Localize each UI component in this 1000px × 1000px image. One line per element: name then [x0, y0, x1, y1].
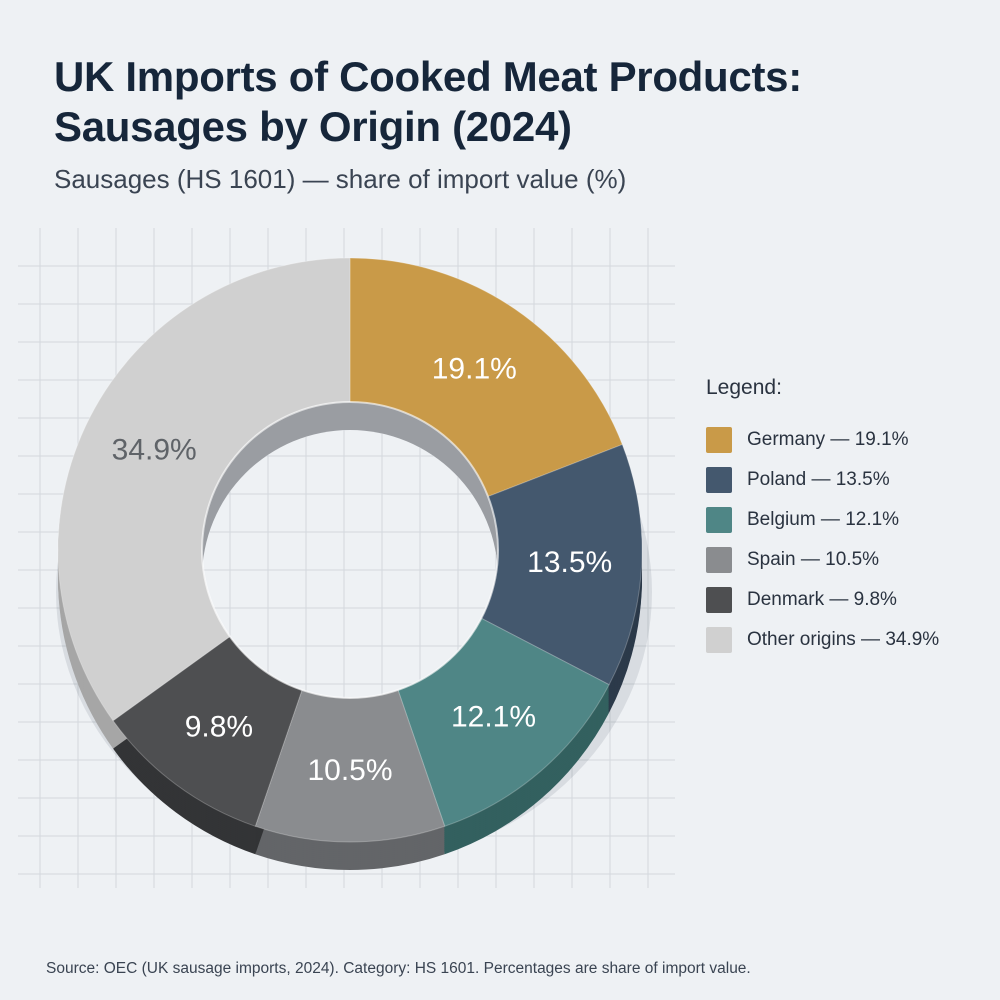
slice-label-belgium: 12.1% — [451, 701, 536, 734]
chart-title-line-2: Sausages by Origin (2024) — [54, 103, 572, 150]
slice-label-denmark: 9.8% — [185, 711, 253, 744]
legend-label-other-origins: Other origins — 34.9% — [747, 629, 940, 650]
chart-title: UK Imports of Cooked Meat Products: Saus… — [54, 52, 954, 152]
legend-label-germany: Germany — 19.1% — [747, 429, 909, 450]
chart-legend: Legend: Germany — 19.1% Poland — 13.5% B… — [706, 376, 986, 660]
legend-swatch-belgium — [706, 507, 732, 533]
legend-item-belgium: Belgium — 12.1% — [706, 500, 986, 540]
donut-hole — [201, 401, 499, 699]
hole-rim — [201, 401, 499, 699]
chart-subtitle: Sausages (HS 1601) — share of import val… — [54, 164, 627, 194]
slice-label-poland: 13.5% — [527, 546, 612, 579]
legend-swatch-denmark — [706, 587, 732, 613]
legend-swatch-poland — [706, 467, 732, 493]
slice-label-spain: 10.5% — [307, 754, 392, 787]
legend-title: Legend: — [706, 376, 782, 399]
legend-swatch-spain — [706, 547, 732, 573]
legend-item-germany: Germany — 19.1% — [706, 420, 986, 460]
slice-label-germany: 19.1% — [432, 353, 517, 386]
source-note: Source: OEC (UK sausage imports, 2024). … — [46, 960, 751, 977]
slice-label-other-origins: 34.9% — [112, 434, 197, 467]
chart-title-line-1: UK Imports of Cooked Meat Products: — [54, 53, 802, 100]
legend-label-denmark: Denmark — 9.8% — [747, 589, 897, 610]
legend-item-denmark: Denmark — 9.8% — [706, 580, 986, 620]
legend-label-spain: Spain — 10.5% — [747, 549, 880, 570]
legend-label-belgium: Belgium — 12.1% — [747, 509, 900, 530]
legend-item-poland: Poland — 13.5% — [706, 460, 986, 500]
donut-slices — [57, 257, 643, 843]
hole-floor — [202, 430, 498, 698]
legend-item-spain: Spain — 10.5% — [706, 540, 986, 580]
hole-inner-wall — [202, 402, 498, 698]
legend-label-poland: Poland — 13.5% — [747, 469, 890, 490]
legend-swatch-germany — [706, 427, 732, 453]
legend-swatch-other-origins — [706, 627, 732, 653]
slice-labels: 19.1% 13.5% 12.1% 10.5% 9.8% 34.9% — [112, 353, 613, 788]
legend-item-other-origins: Other origins — 34.9% — [706, 620, 986, 660]
